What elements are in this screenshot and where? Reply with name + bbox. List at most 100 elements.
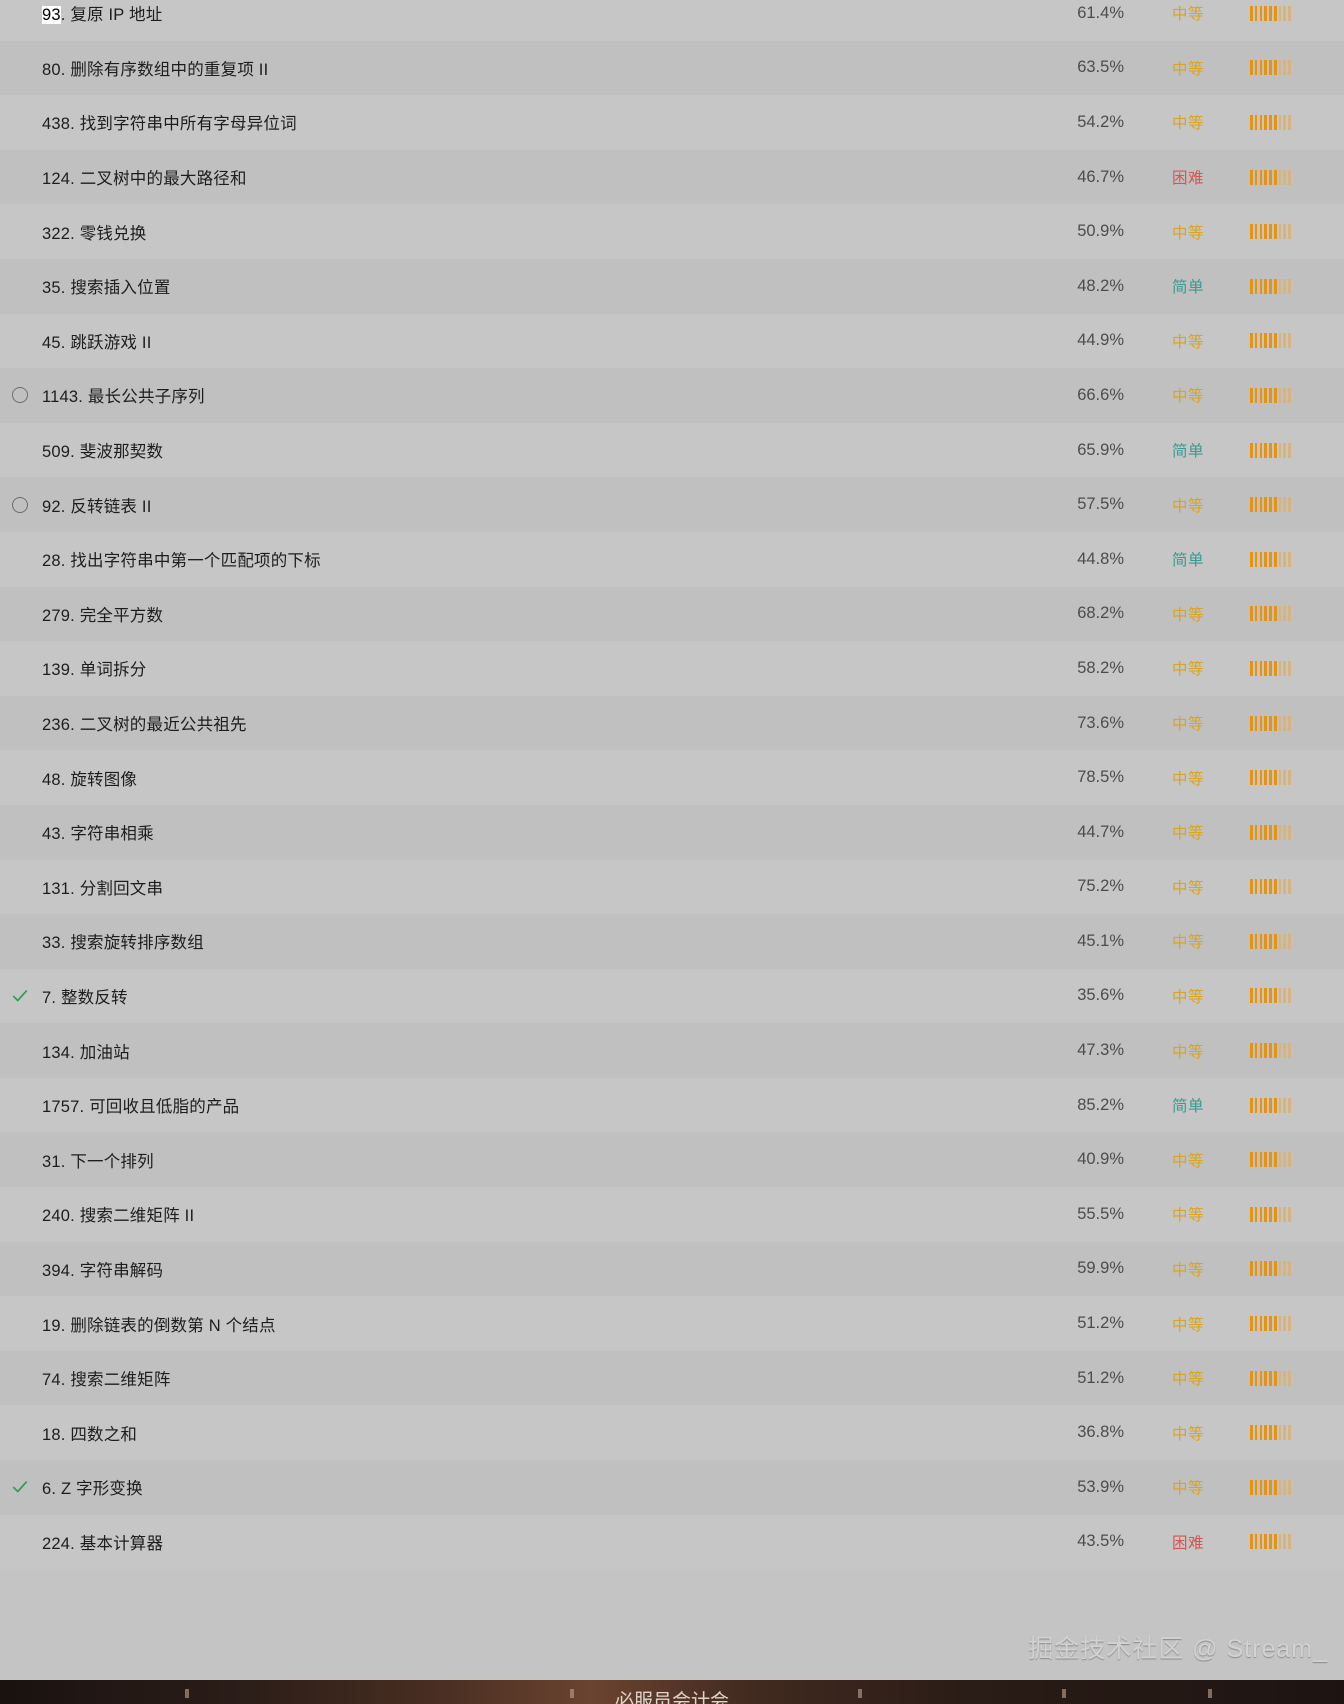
frequency-indicator — [1234, 0, 1344, 41]
problem-title[interactable]: 74. 搜索二维矩阵 — [42, 1371, 171, 1390]
acceptance-rate: 63.5% — [1077, 58, 1124, 77]
acceptance-rate: 65.9% — [1077, 440, 1124, 459]
difficulty-badge: 中等 — [1171, 6, 1204, 24]
acceptance-rate: 35.6% — [1077, 986, 1124, 1005]
status-empty — [0, 914, 40, 969]
problem-title[interactable]: 1143. 最长公共子序列 — [42, 388, 205, 407]
table-row[interactable]: 43. 字符串相乘 44.7% 中等 — [0, 804, 1344, 860]
table-row[interactable]: 394. 字符串解码 59.9% 中等 — [0, 1241, 1344, 1297]
problem-title[interactable]: 43. 字符串相乘 — [42, 825, 154, 844]
frequency-bars-icon — [1250, 1370, 1291, 1386]
table-row[interactable]: 18. 四数之和 36.8% 中等 — [0, 1405, 1344, 1461]
acceptance-rate: 40.9% — [1077, 1150, 1124, 1169]
frequency-bars-icon — [1250, 5, 1291, 21]
table-row[interactable]: 134. 加油站 47.3% 中等 — [0, 1023, 1344, 1078]
problem-title[interactable]: 45. 跳跃游戏 II — [42, 333, 152, 352]
bottom-overlay-text: 必服员会计会 — [614, 1691, 730, 1704]
acceptance-rate: 44.8% — [1077, 549, 1124, 568]
status-empty — [0, 1132, 40, 1187]
table-row[interactable]: 240. 搜索二维矩阵 II 55.5% 中等 — [0, 1187, 1344, 1242]
frequency-indicator — [1234, 587, 1344, 642]
table-row[interactable]: 19. 删除链表的倒数第 N 个结点 51.2% 中等 — [0, 1296, 1344, 1351]
table-row[interactable]: 45. 跳跃游戏 II 44.9% 中等 — [0, 313, 1344, 369]
status-attempted-icon — [0, 368, 40, 423]
difficulty-badge: 中等 — [1171, 388, 1204, 406]
problem-title[interactable]: 7. 整数反转 — [42, 988, 128, 1007]
problem-title[interactable]: 438. 找到字符串中所有字母异位词 — [42, 115, 297, 134]
frequency-indicator — [1234, 314, 1344, 369]
acceptance-rate: 51.2% — [1077, 1368, 1124, 1387]
acceptance-rate: 68.2% — [1077, 604, 1124, 623]
frequency-indicator — [1234, 95, 1344, 150]
problem-title[interactable]: 124. 二叉树中的最大路径和 — [42, 170, 247, 189]
problem-title[interactable]: 35. 搜索插入位置 — [42, 279, 171, 298]
status-empty — [0, 641, 40, 696]
problem-title[interactable]: 18. 四数之和 — [42, 1425, 138, 1444]
problem-title[interactable]: 236. 二叉树的最近公共祖先 — [42, 716, 247, 735]
problem-title[interactable]: 394. 字符串解码 — [42, 1261, 164, 1280]
problem-title[interactable]: 131. 分割回文串 — [42, 879, 164, 898]
problem-title[interactable]: 80. 删除有序数组中的重复项 II — [42, 60, 269, 79]
acceptance-rate: 78.5% — [1077, 768, 1124, 787]
frequency-indicator — [1234, 41, 1344, 96]
table-row[interactable]: 93. 复原 IP 地址 61.4% 中等 — [0, 0, 1344, 41]
status-empty — [0, 587, 40, 642]
table-row[interactable]: 74. 搜索二维矩阵 51.2% 中等 — [0, 1350, 1344, 1406]
difficulty-badge: 简单 — [1171, 443, 1204, 461]
problem-title[interactable]: 93. 复原 IP 地址 — [42, 6, 163, 25]
table-row[interactable]: 6. Z 字形变换 53.9% 中等 — [0, 1460, 1344, 1515]
table-row[interactable]: 139. 单词拆分 58.2% 中等 — [0, 641, 1344, 696]
problem-title[interactable]: 6. Z 字形变换 — [42, 1480, 143, 1499]
frequency-bars-icon — [1250, 1206, 1291, 1222]
table-row[interactable]: 35. 搜索插入位置 48.2% 简单 — [0, 258, 1344, 314]
frequency-indicator — [1234, 204, 1344, 259]
status-empty — [0, 1023, 40, 1078]
table-row[interactable]: 279. 完全平方数 68.2% 中等 — [0, 586, 1344, 642]
table-row[interactable]: 236. 二叉树的最近公共祖先 73.6% 中等 — [0, 695, 1344, 751]
table-row[interactable]: 509. 斐波那契数 65.9% 简单 — [0, 422, 1344, 478]
status-empty — [0, 860, 40, 915]
table-row[interactable]: 7. 整数反转 35.6% 中等 — [0, 968, 1344, 1024]
table-row[interactable]: 31. 下一个排列 40.9% 中等 — [0, 1132, 1344, 1188]
frequency-indicator — [1234, 1515, 1344, 1570]
difficulty-badge: 中等 — [1171, 716, 1204, 734]
table-row[interactable]: 438. 找到字符串中所有字母异位词 54.2% 中等 — [0, 95, 1344, 150]
problem-title[interactable]: 139. 单词拆分 — [42, 661, 147, 680]
table-row[interactable]: 28. 找出字符串中第一个匹配项的下标 44.8% 简单 — [0, 531, 1344, 587]
table-row[interactable]: 1757. 可回收且低脂的产品 85.2% 简单 — [0, 1077, 1344, 1133]
problem-title[interactable]: 31. 下一个排列 — [42, 1152, 154, 1171]
frequency-indicator — [1234, 150, 1344, 205]
problem-list[interactable]: 93. 复原 IP 地址 61.4% 中等 80. 删除有序数组中的重复项 II 63.… — [0, 0, 1344, 1570]
problem-title[interactable]: 322. 零钱兑换 — [42, 224, 147, 243]
problem-title[interactable]: 28. 找出字符串中第一个匹配项的下标 — [42, 552, 321, 571]
table-row[interactable]: 224. 基本计算器 43.5% 困难 — [0, 1514, 1344, 1570]
table-row[interactable]: 322. 零钱兑换 50.9% 中等 — [0, 204, 1344, 259]
problem-title[interactable]: 134. 加油站 — [42, 1043, 130, 1062]
frequency-indicator — [1234, 1078, 1344, 1133]
frequency-indicator — [1234, 696, 1344, 751]
table-row[interactable]: 1143. 最长公共子序列 66.6% 中等 — [0, 368, 1344, 423]
status-empty — [0, 805, 40, 860]
problem-title[interactable]: 19. 删除链表的倒数第 N 个结点 — [42, 1316, 276, 1335]
difficulty-badge: 中等 — [1171, 333, 1204, 351]
problem-title[interactable]: 48. 旋转图像 — [42, 770, 138, 789]
acceptance-rate: 85.2% — [1077, 1095, 1124, 1114]
acceptance-rate: 57.5% — [1077, 495, 1124, 514]
table-row[interactable]: 33. 搜索旋转排序数组 45.1% 中等 — [0, 914, 1344, 969]
problem-title[interactable]: 240. 搜索二维矩阵 II — [42, 1207, 195, 1226]
problem-title[interactable]: 224. 基本计算器 — [42, 1534, 164, 1553]
problem-title[interactable]: 509. 斐波那契数 — [42, 443, 164, 462]
problem-title[interactable]: 92. 反转链表 II — [42, 497, 152, 516]
table-row[interactable]: 80. 删除有序数组中的重复项 II 63.5% 中等 — [0, 40, 1344, 96]
table-row[interactable]: 48. 旋转图像 78.5% 中等 — [0, 750, 1344, 805]
problem-title[interactable]: 33. 搜索旋转排序数组 — [42, 934, 204, 953]
frequency-indicator — [1234, 1023, 1344, 1078]
status-empty — [0, 95, 40, 150]
frequency-indicator — [1234, 532, 1344, 587]
table-row[interactable]: 92. 反转链表 II 57.5% 中等 — [0, 477, 1344, 532]
problem-title[interactable]: 279. 完全平方数 — [42, 606, 164, 625]
problem-title[interactable]: 1757. 可回收且低脂的产品 — [42, 1098, 240, 1117]
difficulty-badge: 中等 — [1171, 1043, 1204, 1061]
table-row[interactable]: 131. 分割回文串 75.2% 中等 — [0, 859, 1344, 915]
table-row[interactable]: 124. 二叉树中的最大路径和 46.7% 困难 — [0, 149, 1344, 205]
